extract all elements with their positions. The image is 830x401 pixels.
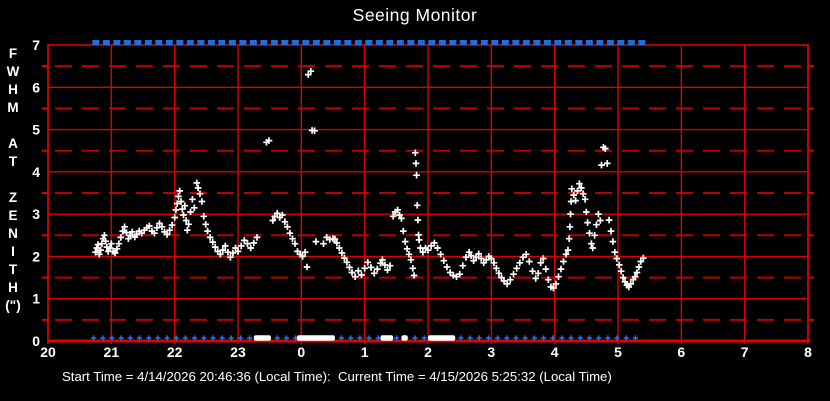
monitor-active-dash xyxy=(638,40,646,45)
monitor-active-dash xyxy=(585,40,593,45)
x-tick-label: 4 xyxy=(551,344,559,360)
bottom-white-segment xyxy=(428,335,456,341)
y-tick-label: 5 xyxy=(32,122,40,138)
monitor-active-dash xyxy=(575,40,583,45)
monitor-active-dash xyxy=(302,40,310,45)
x-tick-label: 5 xyxy=(614,344,622,360)
monitor-active-dash xyxy=(354,40,362,45)
monitor-active-dash xyxy=(333,40,341,45)
x-tick-label: 22 xyxy=(167,344,183,360)
monitor-active-dash xyxy=(144,40,152,45)
monitor-active-dash xyxy=(554,40,562,45)
x-tick-label: 21 xyxy=(104,344,120,360)
monitor-active-dash xyxy=(627,40,635,45)
bottom-white-segment xyxy=(253,335,271,341)
monitor-active-dash xyxy=(480,40,488,45)
y-tick-label: 0 xyxy=(32,333,40,349)
monitor-active-dash xyxy=(323,40,331,45)
monitor-active-dash xyxy=(218,40,226,45)
monitor-active-dash xyxy=(596,40,604,45)
y-tick-label: 1 xyxy=(32,291,40,307)
y-axis-caption-letter: F xyxy=(9,46,17,61)
y-axis-caption-letter: M xyxy=(7,100,18,115)
monitor-active-dash xyxy=(102,40,110,45)
monitor-active-dash xyxy=(449,40,457,45)
x-tick-label: 3 xyxy=(487,344,495,360)
monitor-active-dash xyxy=(270,40,278,45)
monitor-active-dash xyxy=(186,40,194,45)
monitor-active-dash xyxy=(386,40,394,45)
monitor-active-dash xyxy=(564,40,572,45)
monitor-active-dash xyxy=(606,40,614,45)
x-tick-label: 23 xyxy=(230,344,246,360)
monitor-active-dash xyxy=(228,40,236,45)
y-axis-caption-letter: H xyxy=(8,82,18,97)
y-axis-caption-letter: A xyxy=(8,136,18,151)
monitor-active-dash xyxy=(113,40,121,45)
y-axis-caption-letter: W xyxy=(7,64,20,79)
monitor-active-dash xyxy=(365,40,373,45)
bottom-white-segment xyxy=(296,335,335,341)
monitor-active-dash xyxy=(207,40,215,45)
x-tick-label: 2 xyxy=(424,344,432,360)
monitor-active-dash xyxy=(134,40,142,45)
monitor-active-dash xyxy=(249,40,257,45)
monitor-active-dash xyxy=(470,40,478,45)
x-tick-label: 6 xyxy=(677,344,685,360)
y-axis-caption-letter: H xyxy=(8,280,18,295)
monitor-active-dash xyxy=(428,40,436,45)
monitor-active-dash xyxy=(417,40,425,45)
y-tick-label: 2 xyxy=(32,248,40,264)
monitor-active-dash xyxy=(312,40,320,45)
y-axis-caption-letter: (") xyxy=(5,298,20,313)
monitor-active-dash xyxy=(491,40,499,45)
y-tick-label: 6 xyxy=(32,79,40,95)
y-axis-caption-letter: T xyxy=(9,154,18,169)
x-tick-label: 1 xyxy=(361,344,369,360)
monitor-active-dash xyxy=(260,40,268,45)
monitor-active-dash xyxy=(459,40,467,45)
monitor-active-dash xyxy=(512,40,520,45)
monitor-active-dash xyxy=(92,40,100,45)
monitor-active-dash xyxy=(617,40,625,45)
y-axis-caption-letter: I xyxy=(11,244,15,259)
monitor-active-dash xyxy=(176,40,184,45)
monitor-active-dash xyxy=(375,40,383,45)
y-axis-caption-letter: T xyxy=(9,262,18,277)
chart-title: Seeing Monitor xyxy=(352,5,478,25)
monitor-active-dash xyxy=(197,40,205,45)
monitor-active-dash xyxy=(344,40,352,45)
monitor-active-dash xyxy=(291,40,299,45)
x-tick-label: 0 xyxy=(297,344,305,360)
monitor-active-dash xyxy=(165,40,173,45)
monitor-active-dash xyxy=(407,40,415,45)
monitor-active-dash xyxy=(438,40,446,45)
y-axis-caption-letter: E xyxy=(8,208,17,223)
monitor-active-dash xyxy=(155,40,163,45)
monitor-active-dash xyxy=(396,40,404,45)
y-axis-caption-letter: N xyxy=(8,226,18,241)
monitor-active-dash xyxy=(543,40,551,45)
y-tick-label: 4 xyxy=(32,164,40,180)
monitor-active-dash xyxy=(281,40,289,45)
x-tick-label: 7 xyxy=(741,344,749,360)
x-tick-label: 20 xyxy=(40,344,56,360)
bottom-white-segment xyxy=(380,335,394,341)
monitor-active-dash xyxy=(522,40,530,45)
x-tick-label: 8 xyxy=(804,344,812,360)
monitor-active-dash xyxy=(239,40,247,45)
monitor-active-dash xyxy=(501,40,509,45)
monitor-active-dash xyxy=(533,40,541,45)
data-point-markers xyxy=(92,67,647,292)
bottom-white-segment xyxy=(401,335,408,341)
monitor-active-dash xyxy=(123,40,131,45)
status-bar-text: Start Time = 4/14/2026 20:46:36 (Local T… xyxy=(62,369,612,384)
y-tick-label: 7 xyxy=(32,37,40,53)
y-tick-label: 3 xyxy=(32,206,40,222)
y-axis-caption-letter: Z xyxy=(9,190,17,205)
